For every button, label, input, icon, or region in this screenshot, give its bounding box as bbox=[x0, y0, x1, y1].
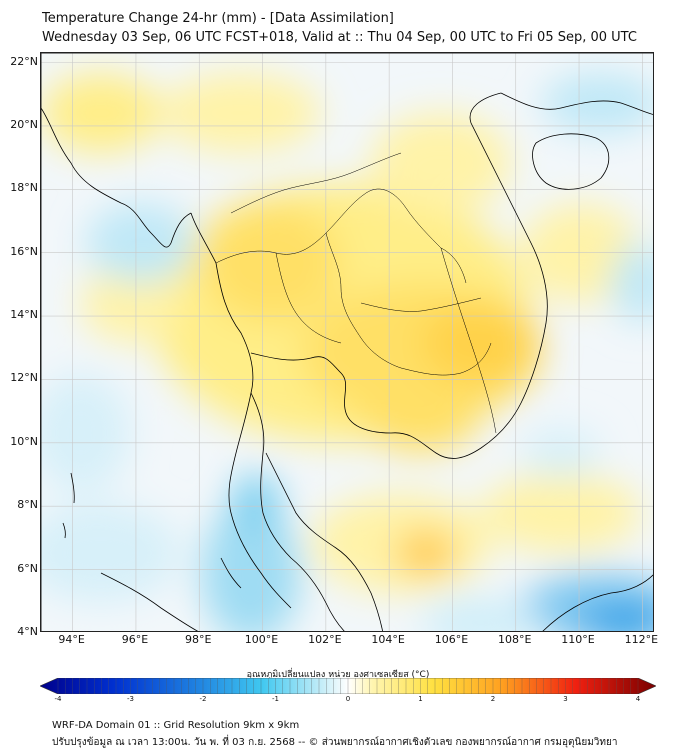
lon-label: 94°E bbox=[58, 633, 85, 646]
lon-label: 112°E bbox=[624, 633, 659, 646]
chart-subtitle: Wednesday 03 Sep, 06 UTC FCST+018, Valid… bbox=[42, 30, 637, 45]
colorbar-tick-label: -2 bbox=[199, 695, 207, 703]
lat-label: 12°N bbox=[10, 371, 38, 385]
lat-label: 14°N bbox=[10, 308, 38, 322]
lat-label: 22°N bbox=[10, 54, 38, 68]
colorbar-tick-label: -4 bbox=[54, 695, 62, 703]
lon-label: 98°E bbox=[185, 633, 212, 646]
lat-label: 16°N bbox=[10, 244, 38, 258]
colorbar-tick-label: 4 bbox=[635, 695, 641, 703]
lon-label: 108°E bbox=[498, 633, 532, 646]
lat-label: 6°N bbox=[17, 561, 38, 575]
lat-label: 8°N bbox=[17, 498, 38, 512]
map-panel bbox=[40, 52, 654, 632]
coastlines bbox=[41, 92, 653, 631]
footer-model-info: WRF-DA Domain 01 :: Grid Resolution 9km … bbox=[52, 720, 300, 731]
lon-label: 96°E bbox=[121, 633, 149, 646]
colorbar-tick-label: 2 bbox=[490, 695, 496, 703]
temperature-map bbox=[41, 53, 653, 631]
admin-borders bbox=[215, 152, 497, 434]
footer-update-info: ปรับปรุงข้อมูล ณ เวลา 13:00น. วัน พ. ที่… bbox=[52, 737, 618, 748]
lon-label: 104°E bbox=[371, 633, 405, 646]
colorbar-tick-label: 1 bbox=[418, 695, 423, 703]
temperature-field bbox=[41, 73, 653, 631]
colorbar-tick-label: -1 bbox=[272, 695, 279, 703]
chart-title: Temperature Change 24-hr (mm) - [Data As… bbox=[42, 11, 394, 26]
graticule bbox=[41, 53, 653, 631]
colorbar-title: อุณหภูมิเปลี่ยนแปลง หน่วย องศาเซลเซียส (… bbox=[246, 670, 430, 680]
colorbar-tick-label: 3 bbox=[563, 695, 568, 703]
lat-label: 18°N bbox=[10, 181, 38, 195]
lon-label: 106°E bbox=[434, 633, 469, 646]
lon-label: 102°E bbox=[308, 633, 342, 646]
lon-label: 110°E bbox=[561, 633, 595, 646]
lat-label: 10°N bbox=[10, 434, 38, 448]
lat-label: 4°N bbox=[17, 625, 38, 638]
lon-label: 100°E bbox=[244, 633, 279, 646]
colorbar-tick-label: 0 bbox=[345, 695, 351, 703]
lat-label: 20°N bbox=[10, 117, 38, 131]
colorbar-tick-label: -3 bbox=[127, 695, 134, 703]
colorbar bbox=[39, 677, 657, 695]
